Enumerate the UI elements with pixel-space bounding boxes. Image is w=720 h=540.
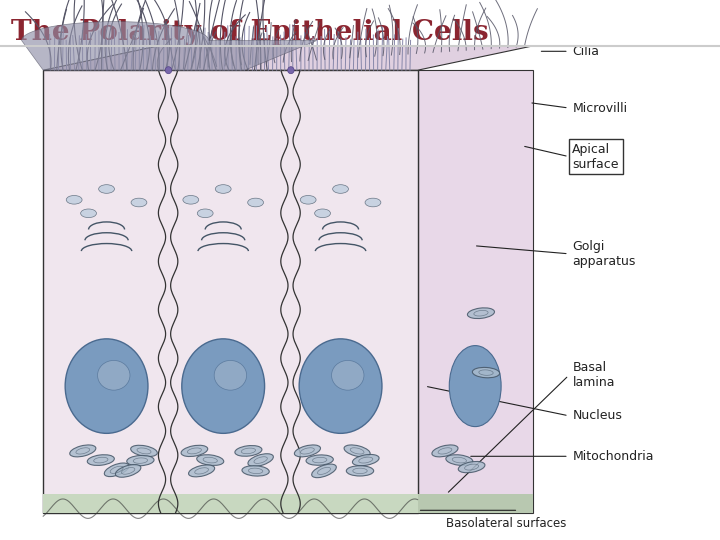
Ellipse shape: [446, 455, 473, 465]
Ellipse shape: [306, 455, 333, 465]
Ellipse shape: [242, 465, 269, 476]
Ellipse shape: [65, 339, 148, 433]
Ellipse shape: [300, 339, 382, 433]
Text: Microvilli: Microvilli: [572, 102, 628, 114]
Polygon shape: [418, 70, 533, 513]
Text: Nucleus: Nucleus: [572, 409, 622, 422]
Ellipse shape: [300, 195, 316, 204]
Text: Golgi
apparatus: Golgi apparatus: [572, 240, 636, 268]
Ellipse shape: [104, 463, 129, 477]
Ellipse shape: [166, 66, 172, 74]
Ellipse shape: [115, 464, 141, 477]
Ellipse shape: [432, 445, 458, 457]
Text: Mitochondria: Mitochondria: [572, 450, 654, 463]
Ellipse shape: [66, 195, 82, 204]
Ellipse shape: [235, 446, 262, 456]
Ellipse shape: [288, 66, 294, 74]
Ellipse shape: [458, 462, 485, 472]
Ellipse shape: [331, 361, 364, 390]
Text: Basal
lamina: Basal lamina: [572, 361, 615, 389]
Ellipse shape: [87, 455, 114, 465]
Ellipse shape: [98, 361, 130, 390]
Ellipse shape: [472, 367, 500, 378]
Polygon shape: [43, 70, 418, 513]
Ellipse shape: [248, 198, 264, 207]
Ellipse shape: [183, 195, 199, 204]
Ellipse shape: [99, 185, 114, 193]
Text: Apical
surface: Apical surface: [572, 143, 619, 171]
Ellipse shape: [215, 185, 231, 193]
Ellipse shape: [365, 198, 381, 207]
Polygon shape: [43, 494, 418, 513]
Ellipse shape: [127, 455, 154, 466]
Ellipse shape: [131, 198, 147, 207]
Ellipse shape: [344, 445, 370, 457]
Ellipse shape: [70, 445, 96, 457]
Polygon shape: [418, 494, 533, 513]
Ellipse shape: [449, 346, 501, 427]
Text: Cilia: Cilia: [572, 45, 599, 58]
Ellipse shape: [181, 446, 208, 456]
Ellipse shape: [352, 455, 379, 465]
Ellipse shape: [346, 465, 374, 476]
Polygon shape: [22, 22, 317, 70]
Ellipse shape: [333, 185, 348, 193]
Ellipse shape: [197, 455, 224, 465]
Ellipse shape: [315, 209, 330, 218]
Ellipse shape: [248, 454, 274, 467]
Ellipse shape: [294, 445, 320, 457]
Ellipse shape: [215, 361, 246, 390]
Ellipse shape: [130, 446, 158, 456]
Ellipse shape: [467, 308, 495, 319]
Polygon shape: [43, 46, 533, 70]
Ellipse shape: [197, 209, 213, 218]
Ellipse shape: [312, 464, 336, 478]
Text: The Polarity of Epithelial Cells: The Polarity of Epithelial Cells: [11, 19, 488, 46]
Ellipse shape: [81, 209, 96, 218]
Ellipse shape: [181, 339, 265, 433]
Text: Basolateral surfaces: Basolateral surfaces: [446, 517, 567, 530]
Ellipse shape: [189, 465, 215, 477]
